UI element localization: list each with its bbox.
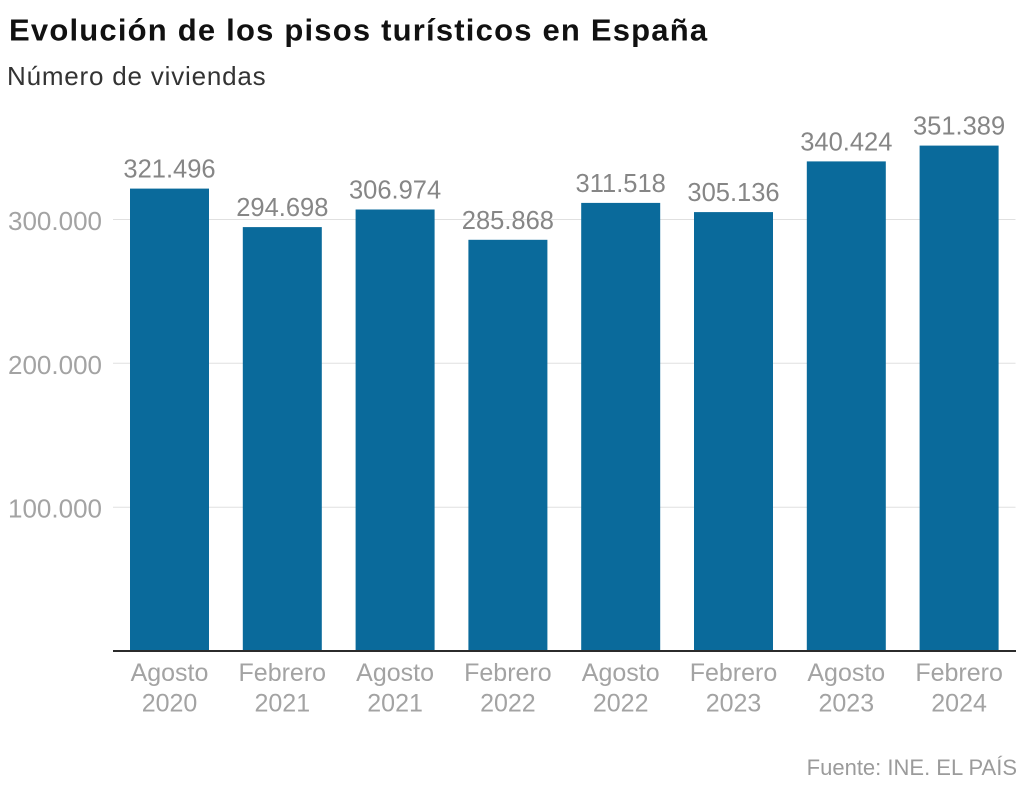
- svg-text:351.389: 351.389: [913, 113, 1005, 141]
- svg-text:306.974: 306.974: [349, 177, 441, 205]
- svg-text:285.868: 285.868: [462, 207, 554, 235]
- svg-text:2024: 2024: [931, 689, 987, 717]
- svg-text:Fuente: INE. EL PAÍS: Fuente: INE. EL PAÍS: [807, 755, 1017, 780]
- svg-text:Agosto: Agosto: [582, 659, 660, 687]
- svg-text:200.000: 200.000: [8, 350, 102, 380]
- svg-text:2022: 2022: [593, 689, 649, 717]
- svg-text:Agosto: Agosto: [131, 659, 209, 687]
- svg-text:294.698: 294.698: [236, 194, 328, 222]
- svg-text:321.496: 321.496: [123, 156, 215, 184]
- svg-text:Febrero: Febrero: [915, 659, 1003, 687]
- svg-text:Febrero: Febrero: [690, 659, 778, 687]
- svg-text:305.136: 305.136: [687, 179, 779, 207]
- svg-text:2023: 2023: [818, 689, 874, 717]
- svg-text:2021: 2021: [254, 689, 310, 717]
- svg-text:311.518: 311.518: [576, 170, 666, 198]
- svg-text:Evolución de los pisos turísti: Evolución de los pisos turísticos en Esp…: [9, 13, 708, 48]
- svg-text:Agosto: Agosto: [356, 659, 434, 687]
- svg-text:Número de viviendas: Número de viviendas: [7, 61, 266, 91]
- svg-text:Febrero: Febrero: [239, 659, 327, 687]
- svg-text:2020: 2020: [142, 689, 198, 717]
- svg-text:100.000: 100.000: [8, 494, 102, 524]
- svg-text:300.000: 300.000: [8, 206, 102, 236]
- svg-text:340.424: 340.424: [800, 128, 892, 156]
- svg-text:2021: 2021: [367, 689, 423, 717]
- svg-text:2023: 2023: [706, 689, 762, 717]
- svg-text:Agosto: Agosto: [807, 659, 885, 687]
- svg-text:2022: 2022: [480, 689, 536, 717]
- svg-text:Febrero: Febrero: [464, 659, 552, 687]
